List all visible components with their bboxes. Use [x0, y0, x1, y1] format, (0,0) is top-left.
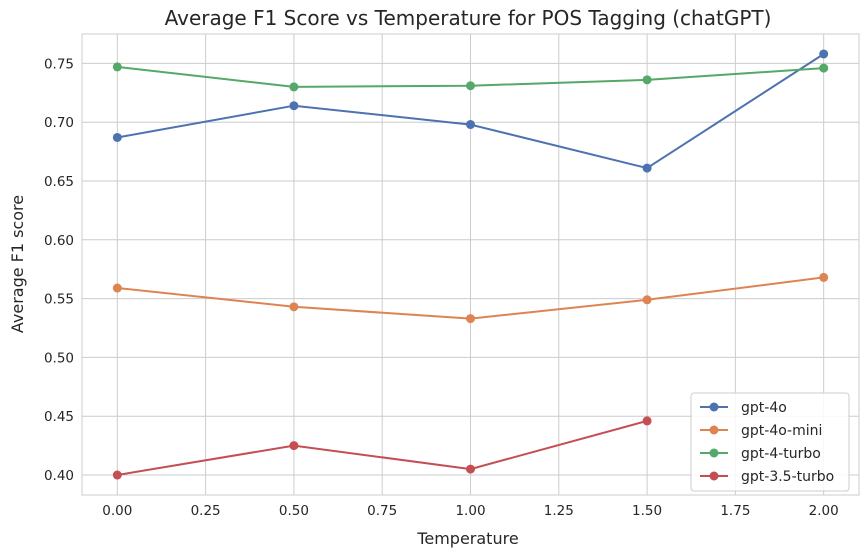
y-axis-label: Average F1 score — [8, 195, 27, 333]
data-point-gpt-4-turbo — [466, 81, 475, 91]
data-point-gpt-4o-mini — [642, 295, 652, 305]
x-tick-labels: 0.00 0.25 0.50 0.75 1.00 1.25 1.50 1.75 2.00 — [102, 503, 838, 519]
data-point-gpt-4o — [466, 120, 475, 130]
chart-title: Average F1 Score vs Temperature for POS … — [165, 6, 772, 30]
series-line-gpt-3.5-turbo — [117, 419, 648, 476]
data-point-gpt-4-turbo — [289, 82, 299, 92]
data-point-gpt-4o — [642, 163, 652, 173]
x-axis-label: Temperature — [416, 529, 518, 548]
legend-marker-gpt-4-turbo — [709, 448, 719, 458]
x-tick-label: 0.50 — [279, 503, 309, 519]
data-point-gpt-4o — [112, 132, 122, 142]
data-point-gpt-3.5-turbo — [289, 441, 299, 451]
data-point-gpt-3.5-turbo — [112, 470, 122, 480]
legend-label: gpt-4-turbo — [741, 446, 821, 462]
x-tick-label: 0.75 — [367, 503, 397, 519]
legend-marker-gpt-3.5-turbo — [709, 471, 719, 481]
data-point-gpt-4-turbo — [642, 75, 652, 85]
legend-label: gpt-4o — [741, 400, 787, 416]
y-tick-label: 0.60 — [44, 233, 74, 249]
y-tick-label: 0.40 — [44, 468, 74, 484]
y-tick-label: 0.70 — [44, 115, 74, 131]
legend-marker-gpt-4o-mini — [709, 425, 719, 435]
y-tick-label: 0.65 — [44, 174, 74, 190]
y-tick-label: 0.50 — [44, 350, 74, 366]
x-tick-label: 1.50 — [632, 503, 662, 519]
data-point-gpt-4-turbo — [112, 62, 122, 72]
x-tick-label: 1.75 — [720, 503, 750, 519]
data-point-gpt-3.5-turbo — [642, 416, 652, 426]
y-tick-label: 0.55 — [44, 292, 74, 308]
data-point-gpt-4o-mini — [112, 283, 122, 293]
data-point-gpt-4o-mini — [466, 314, 475, 324]
y-tick-label: 0.75 — [44, 56, 74, 72]
legend-marker-gpt-4o — [709, 402, 719, 412]
legend-label: gpt-4o-mini — [741, 423, 822, 439]
data-point-gpt-4o-mini — [289, 302, 299, 312]
x-tick-label: 1.25 — [544, 503, 574, 519]
data-point-gpt-4o-mini — [819, 272, 829, 282]
legend-box — [690, 392, 850, 492]
x-tick-label: 1.00 — [455, 503, 485, 519]
legend-label: gpt-3.5-turbo — [741, 469, 834, 485]
x-tick-label: 2.00 — [809, 503, 839, 519]
data-point-gpt-4-turbo — [819, 63, 829, 73]
x-tick-label: 0.25 — [191, 503, 221, 519]
data-point-gpt-4o — [289, 101, 299, 111]
x-tick-label: 0.00 — [102, 503, 132, 519]
data-point-gpt-4o — [819, 49, 829, 59]
data-point-gpt-3.5-turbo — [466, 464, 475, 474]
y-tick-label: 0.45 — [44, 409, 74, 425]
series-points — [112, 49, 829, 480]
y-tick-labels: 0.40 0.45 0.50 0.55 0.60 0.65 0.70 0.75 — [44, 56, 74, 484]
legend: gpt-4o gpt-4o-mini gpt-4-turbo gpt-3.5-turb… — [690, 392, 850, 492]
